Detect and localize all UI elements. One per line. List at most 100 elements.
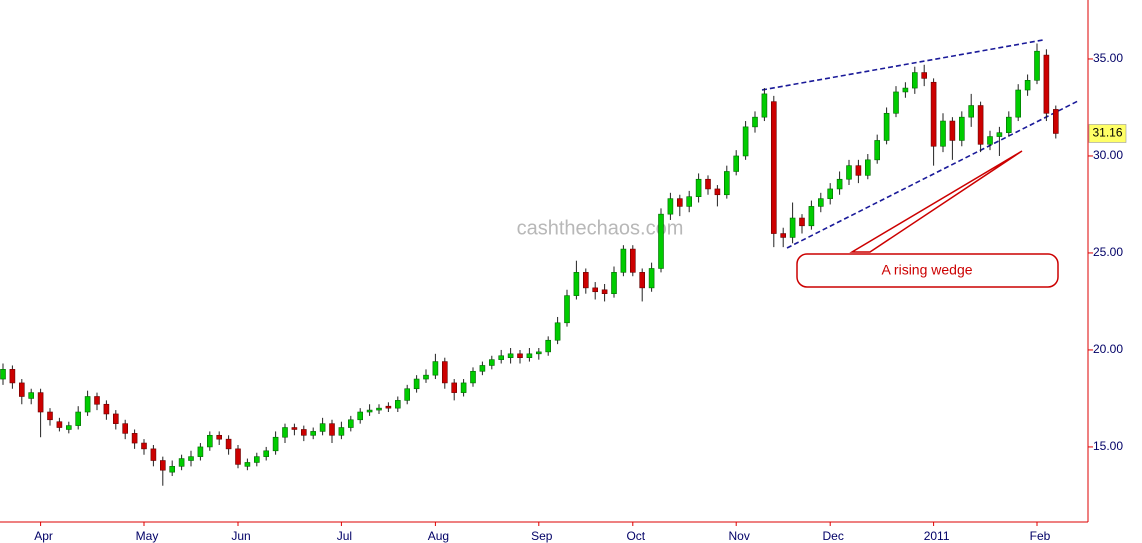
- candle-body: [423, 374, 429, 380]
- candle-body: [1024, 80, 1031, 91]
- candle-body: [517, 353, 523, 358]
- x-tick-label: Apr: [34, 529, 53, 543]
- candle-body: [216, 434, 222, 440]
- x-tick-label: Aug: [428, 529, 449, 543]
- candle-body: [56, 421, 63, 428]
- candle-body: [66, 425, 72, 430]
- callout-pointer: [849, 150, 1023, 253]
- y-tick-label: 35.00: [1093, 51, 1123, 65]
- candle-body: [968, 105, 975, 118]
- candle-body: [37, 392, 44, 413]
- candle-body: [526, 353, 533, 358]
- wedge-upper-line: [761, 39, 1044, 91]
- y-tick-label: 20.00: [1093, 342, 1123, 356]
- x-tick-label: Sep: [531, 529, 553, 543]
- candle-body: [338, 427, 345, 436]
- candle-body: [169, 466, 175, 473]
- candle-body: [902, 87, 909, 93]
- candle-body: [0, 369, 6, 380]
- candle-body: [188, 456, 194, 461]
- candle-body: [1005, 116, 1012, 133]
- candle-body: [921, 72, 928, 79]
- candle-body: [47, 411, 53, 421]
- candle-body: [742, 126, 749, 157]
- candle-body: [9, 369, 16, 384]
- candle-body: [366, 409, 373, 413]
- candle-body: [987, 136, 993, 145]
- candle-body: [930, 81, 937, 147]
- x-tick-label: Nov: [729, 529, 750, 543]
- callout-box: [796, 253, 1059, 288]
- candle-body: [629, 248, 636, 273]
- candle-body: [855, 165, 862, 176]
- x-tick-label: Feb: [1030, 529, 1051, 543]
- y-tick-label: 25.00: [1093, 245, 1123, 259]
- candle-body: [122, 423, 128, 434]
- candle-body: [282, 427, 288, 438]
- candle-body: [977, 105, 984, 145]
- x-tick-label: 2011: [924, 529, 950, 543]
- candle-body: [686, 196, 693, 207]
- candle-body: [874, 140, 881, 161]
- last-price-tag: [1088, 124, 1127, 143]
- candle-body: [1015, 89, 1022, 118]
- candle-body: [676, 198, 683, 207]
- candle-body: [272, 436, 279, 452]
- candle-body: [178, 458, 185, 467]
- candle-body: [235, 448, 241, 465]
- candle-body: [658, 213, 664, 269]
- candle-body: [291, 427, 298, 430]
- candle-body: [545, 339, 552, 353]
- candle-body: [160, 460, 166, 471]
- candle-body: [18, 382, 25, 397]
- candle-body: [488, 359, 495, 366]
- candle-body: [846, 165, 852, 180]
- candle-body: [75, 411, 81, 426]
- x-tick-label: Jul: [337, 529, 352, 543]
- candle-body: [376, 407, 382, 411]
- x-tick-label: Dec: [823, 529, 844, 543]
- last-price-label: 31.16: [1092, 126, 1122, 140]
- candle-body: [470, 370, 476, 384]
- candle-body: [601, 289, 608, 294]
- candle-body: [761, 93, 768, 118]
- y-tick-label: 15.00: [1093, 439, 1123, 453]
- candle-body: [770, 101, 777, 234]
- candle-body: [864, 159, 871, 176]
- candle-body: [197, 446, 204, 457]
- wedge-lower-line: [786, 100, 1079, 249]
- candle-body: [254, 456, 260, 463]
- candle-body: [620, 248, 627, 273]
- candle-body: [28, 392, 35, 399]
- candle-body: [1034, 50, 1040, 81]
- candle-body: [723, 171, 730, 196]
- candle-body: [940, 120, 946, 147]
- candle-body: [554, 322, 561, 341]
- candle-body: [432, 361, 439, 376]
- candle-body: [451, 382, 458, 393]
- candle-body: [94, 396, 100, 405]
- candle-body: [441, 361, 448, 384]
- y-tick-label: 30.00: [1093, 148, 1123, 162]
- candle-body: [573, 272, 580, 296]
- candle-body: [113, 413, 119, 424]
- candle-body: [648, 268, 655, 289]
- candle-body: [799, 217, 805, 227]
- candle-body: [780, 233, 787, 238]
- candle-body: [507, 353, 514, 358]
- candle-body: [103, 403, 110, 415]
- candle-body: [1043, 54, 1050, 114]
- x-tick-label: May: [136, 529, 159, 543]
- x-tick-label: Oct: [626, 529, 645, 543]
- candle-body: [958, 116, 965, 141]
- candle-body: [150, 448, 157, 461]
- candle-body: [808, 206, 815, 227]
- candle-body: [827, 188, 834, 199]
- candle-body: [714, 188, 721, 196]
- candle-body: [329, 423, 335, 436]
- candle-body: [319, 423, 326, 432]
- candle-body: [911, 72, 918, 89]
- candle-body: [460, 382, 467, 393]
- candle-body: [207, 434, 213, 448]
